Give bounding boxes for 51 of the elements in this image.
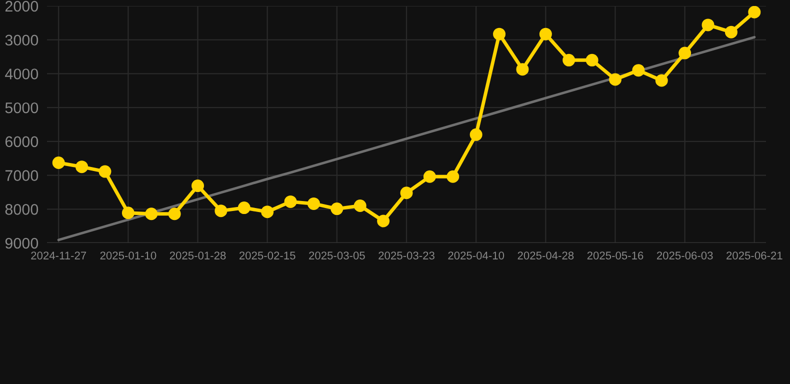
point — [122, 206, 134, 220]
x-tick-label: 2025-04-28 — [518, 252, 574, 260]
point — [586, 54, 598, 66]
point — [192, 180, 204, 192]
point — [702, 18, 714, 32]
x-tick-label: 2025-01-28 — [170, 252, 226, 260]
point — [307, 197, 320, 210]
line-series — [57, 36, 756, 242]
point — [539, 28, 552, 40]
point — [377, 214, 390, 228]
point — [284, 195, 297, 208]
point — [76, 160, 88, 174]
point — [493, 28, 506, 40]
point — [678, 46, 692, 60]
y-tick-label: 3000 — [5, 34, 38, 46]
y-tick-label: 8000 — [5, 204, 38, 215]
x-tick-label: 2025-05-16 — [587, 252, 644, 260]
x-tick-label: 2025-01-10 — [100, 252, 156, 260]
point — [98, 165, 112, 178]
y-tick-label: 5000 — [5, 102, 38, 114]
point — [748, 6, 761, 18]
y-tick-label: 2000 — [5, 0, 38, 12]
y-tick-label: 4000 — [5, 68, 38, 80]
point — [261, 206, 274, 218]
point — [238, 202, 250, 214]
point — [145, 208, 158, 220]
point — [52, 156, 65, 170]
point — [214, 204, 228, 218]
point — [354, 200, 366, 212]
point — [446, 170, 460, 183]
x-tick-label: 2025-04-10 — [448, 252, 504, 260]
point — [655, 74, 668, 87]
y-tick-label: 9000 — [5, 238, 38, 249]
point — [330, 202, 344, 216]
point — [168, 208, 181, 220]
point — [562, 54, 576, 66]
x-tick-label: 2024-11-27 — [31, 252, 86, 260]
point — [608, 73, 622, 86]
point — [470, 128, 482, 141]
x-tick-label: 2025-02-15 — [239, 252, 296, 260]
x-tick-label: 2025-03-05 — [309, 252, 365, 260]
x-tick-label: 2025-06-03 — [656, 252, 713, 260]
point — [423, 170, 436, 183]
x-tick-label: 2025-03-23 — [378, 252, 434, 260]
point — [632, 64, 645, 77]
point — [400, 186, 413, 200]
y-tick-label: 6000 — [5, 136, 38, 148]
x-tick-label: 2025-06-21 — [726, 252, 782, 260]
point — [516, 63, 529, 76]
y-tick-label: 7000 — [5, 170, 38, 181]
point — [724, 26, 738, 38]
